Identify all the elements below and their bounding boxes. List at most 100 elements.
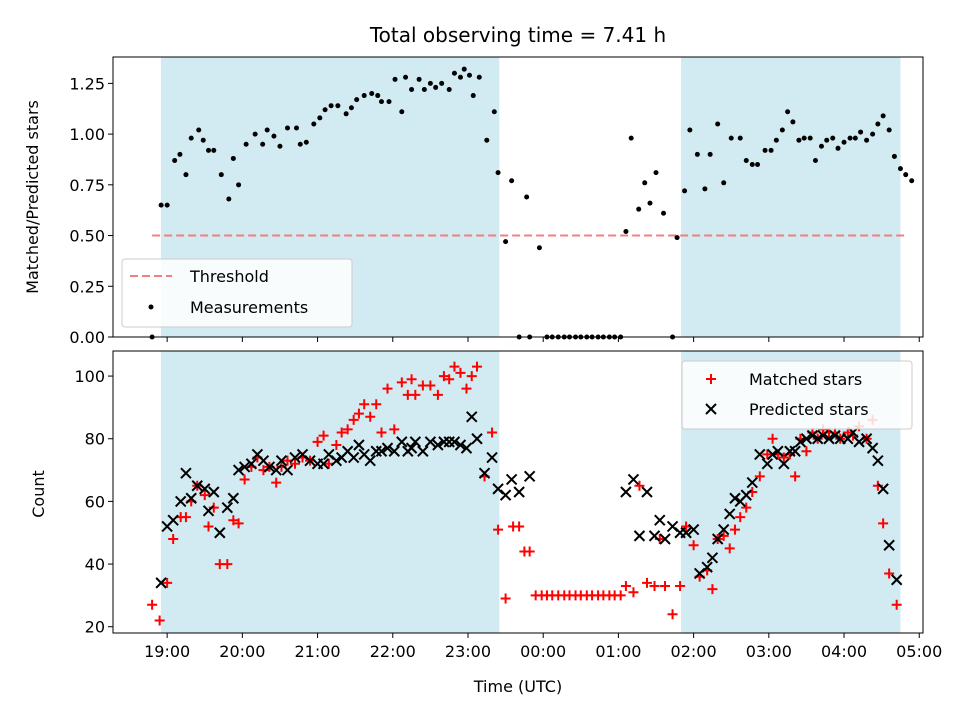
predicted-point: [877, 483, 889, 495]
measurement-point: [790, 119, 796, 125]
measurement-point: [311, 121, 317, 127]
measurement-point: [818, 143, 824, 149]
predicted-point: [866, 442, 879, 454]
matched-point: [628, 587, 639, 598]
measurement-point: [427, 80, 433, 86]
predicted-point: [409, 436, 422, 448]
predicted-point: [263, 461, 276, 473]
matched-point: [359, 399, 370, 410]
predicted-point: [347, 451, 360, 464]
legend-box: [121, 258, 353, 328]
matched-point: [376, 427, 387, 438]
matched-point: [472, 361, 483, 372]
predicted-point: [304, 454, 316, 467]
matched-point: [228, 515, 239, 526]
y-tick-label: 60: [85, 492, 105, 511]
matched-point: [891, 599, 902, 610]
measurement-point: [172, 157, 178, 163]
matched-point: [754, 471, 765, 482]
matched-point: [396, 377, 407, 388]
predicted-point: [471, 433, 483, 445]
predicted-point: [620, 486, 632, 498]
measurement-point: [495, 170, 501, 176]
matched-point: [348, 414, 359, 425]
predicted-point: [633, 530, 646, 542]
measurement-point: [847, 135, 853, 141]
measurement-point: [303, 139, 309, 145]
matched-point: [878, 518, 889, 529]
legend-predicted-swatch: [705, 403, 717, 415]
measurement-point: [728, 135, 734, 141]
measurement-point: [375, 93, 381, 99]
predicted-point: [405, 442, 418, 454]
predicted-point: [641, 486, 653, 498]
predicted-point: [221, 501, 234, 514]
measurement-point: [755, 162, 761, 168]
measurement-point: [484, 137, 490, 143]
measurement-point: [623, 228, 629, 234]
predicted-point: [460, 442, 473, 454]
matched-point: [634, 480, 645, 491]
measurement-point: [196, 127, 202, 133]
predicted-point: [353, 439, 365, 451]
measurement-point: [743, 157, 749, 163]
predicted-point: [701, 561, 713, 573]
x-tick-label: 19:00: [144, 642, 190, 661]
shaded-interval-1: [160, 351, 500, 633]
matched-point: [410, 389, 421, 400]
measurement-point: [864, 137, 870, 143]
predicted-point: [761, 458, 774, 470]
measurement-point: [694, 151, 700, 157]
measurement-point: [812, 157, 818, 163]
measurement-point: [416, 76, 422, 82]
matched-point: [461, 383, 472, 394]
matched-point: [667, 609, 678, 620]
measurement-point: [903, 172, 909, 178]
y-tick-label: 20: [85, 618, 105, 637]
shaded-interval-2: [681, 57, 901, 337]
predicted-point: [778, 458, 790, 470]
chart-title: Total observing time = 7.41 h: [369, 23, 666, 47]
measurement-point: [875, 121, 881, 127]
matched-point: [382, 383, 393, 394]
measurement-point: [491, 109, 497, 115]
measurement-point: [421, 86, 427, 92]
predicted-point: [746, 476, 758, 489]
predicted-point: [729, 492, 741, 504]
legend-box: [681, 360, 913, 430]
x-tick-label: 00:00: [520, 642, 566, 661]
matched-point: [466, 371, 477, 382]
bottom-y-axis-label: Count: [29, 470, 48, 518]
predicted-point: [794, 436, 807, 448]
measurement-point: [647, 200, 653, 206]
matched-point: [203, 521, 214, 532]
measurement-point: [378, 99, 384, 105]
matched-point: [154, 615, 165, 626]
measurement-point: [636, 206, 642, 212]
measurement-point: [284, 125, 290, 131]
measurement-point: [628, 135, 634, 141]
predicted-point: [432, 439, 444, 451]
predicted-point: [281, 464, 294, 476]
measurement-point: [642, 180, 648, 186]
measurement-point: [852, 135, 858, 141]
matched-point: [620, 581, 631, 591]
predicted-point: [806, 429, 819, 442]
matched-point: [371, 399, 382, 410]
measurement-point: [715, 121, 721, 127]
matched-point: [790, 471, 801, 482]
predicted-point: [202, 505, 215, 517]
predicted-point: [270, 464, 282, 476]
predicted-point: [505, 473, 518, 486]
measurement-point: [369, 91, 375, 97]
matched-point: [735, 512, 746, 523]
measurement-point: [661, 210, 667, 216]
series-measurements: [149, 66, 915, 340]
legend-matched-label: Matched stars: [749, 370, 862, 389]
x-tick-label: 20:00: [219, 642, 265, 661]
measurement-point: [824, 137, 830, 143]
matched-point: [641, 577, 652, 588]
matched-point: [449, 361, 460, 372]
predicted-point: [680, 527, 692, 539]
top-axes-frame: [112, 56, 924, 338]
